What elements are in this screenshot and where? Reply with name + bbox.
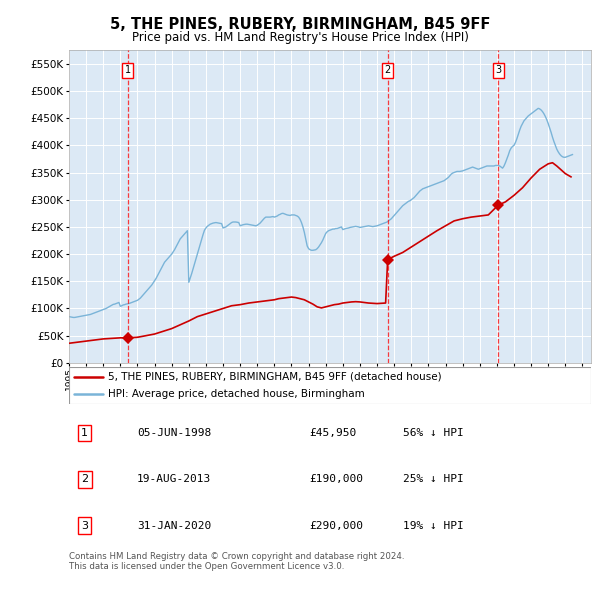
- Text: 5, THE PINES, RUBERY, BIRMINGHAM, B45 9FF (detached house): 5, THE PINES, RUBERY, BIRMINGHAM, B45 9F…: [108, 372, 442, 382]
- Text: £190,000: £190,000: [309, 474, 363, 484]
- Text: 5, THE PINES, RUBERY, BIRMINGHAM, B45 9FF: 5, THE PINES, RUBERY, BIRMINGHAM, B45 9F…: [110, 17, 490, 31]
- Text: 19-AUG-2013: 19-AUG-2013: [137, 474, 211, 484]
- Text: 56% ↓ HPI: 56% ↓ HPI: [403, 428, 464, 438]
- FancyBboxPatch shape: [69, 367, 591, 404]
- Text: 2: 2: [81, 474, 88, 484]
- Text: 3: 3: [81, 520, 88, 530]
- Text: 31-JAN-2020: 31-JAN-2020: [137, 520, 211, 530]
- Text: £290,000: £290,000: [309, 520, 363, 530]
- Text: £45,950: £45,950: [309, 428, 356, 438]
- Text: 1: 1: [81, 428, 88, 438]
- Text: 1: 1: [125, 65, 131, 76]
- Text: HPI: Average price, detached house, Birmingham: HPI: Average price, detached house, Birm…: [108, 389, 365, 399]
- Text: Contains HM Land Registry data © Crown copyright and database right 2024.
This d: Contains HM Land Registry data © Crown c…: [69, 552, 404, 571]
- Text: 2: 2: [385, 65, 391, 76]
- Text: 19% ↓ HPI: 19% ↓ HPI: [403, 520, 464, 530]
- Text: 25% ↓ HPI: 25% ↓ HPI: [403, 474, 464, 484]
- Text: 05-JUN-1998: 05-JUN-1998: [137, 428, 211, 438]
- Text: Price paid vs. HM Land Registry's House Price Index (HPI): Price paid vs. HM Land Registry's House …: [131, 31, 469, 44]
- Text: 3: 3: [495, 65, 502, 76]
